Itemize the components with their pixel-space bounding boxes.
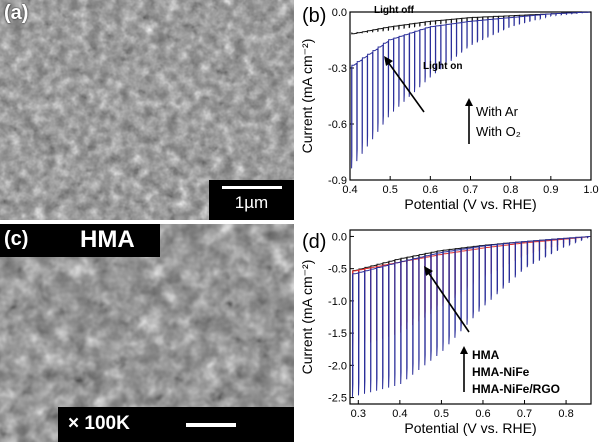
scale-bar-line-c — [186, 423, 236, 427]
y-tick-label: -1.5 — [328, 328, 347, 340]
x-tick-label: 0.6 — [475, 408, 490, 420]
scale-bar-line — [222, 186, 282, 189]
x-tick-label: 0.7 — [517, 408, 532, 420]
arrow-head-d — [424, 266, 433, 276]
y-tick-label: -0.6 — [328, 119, 347, 131]
annotation-light-off: Light off — [374, 5, 415, 16]
x-tick-label: 0.7 — [463, 184, 478, 196]
sem-image-a: (a) 1µm — [0, 0, 294, 220]
legend-entry: HMA — [472, 348, 500, 362]
sem-texture-c — [0, 224, 294, 442]
series-line-with-o- — [351, 11, 590, 169]
arrow-line-d — [427, 271, 470, 333]
y-tick-label: -0.5 — [328, 264, 347, 276]
series-line-hma-nife-rgo — [352, 236, 591, 397]
x-tick-label: 0.3 — [351, 408, 366, 420]
x-tick-label: 1.0 — [583, 184, 598, 196]
annotation-light-on: Light on — [423, 61, 462, 72]
legend-entry-with-ar: With Ar — [476, 104, 519, 119]
arrow-line-b — [387, 61, 425, 113]
plot-frame — [349, 229, 592, 405]
x-tick-label: 0.9 — [543, 184, 558, 196]
label-bar-c — [0, 224, 160, 257]
panel-label-a: (a) — [4, 2, 29, 24]
x-tick-label: 0.4 — [392, 408, 407, 420]
scale-bar-box: 1µm — [209, 180, 294, 220]
legend-entry-with-o2: With O₂ — [476, 124, 521, 139]
x-tick-label: 0.4 — [342, 184, 357, 196]
plot-frame — [349, 11, 592, 181]
legend-entry: HMA-NiFe/RGO — [472, 382, 560, 396]
y-axis-label: Current (mA cm⁻²) — [299, 39, 315, 154]
x-tick-label: 0.5 — [383, 184, 398, 196]
x-tick-label: 0.5 — [434, 408, 449, 420]
x-axis-label: Potential (V vs. RHE) — [404, 420, 536, 436]
chart-d: (d) 0.3 0.4 0.5 0.6 0.7 0.8 0.0 -0.5 -1.0 -1.5 -2.0… — [299, 229, 592, 436]
panel-label-c: (c) — [4, 228, 29, 250]
scale-bar-text: 1µm — [234, 193, 269, 212]
legend-entry: HMA-NiFe — [472, 365, 530, 379]
magnification-text: × 100K — [68, 413, 130, 434]
legend-arrow-head-d — [460, 346, 468, 354]
y-tick-label: 0.0 — [332, 231, 347, 243]
magnification-box: × 100K — [58, 407, 294, 442]
y-tick-label: -0.3 — [328, 63, 347, 75]
sem-texture-a — [0, 0, 294, 220]
x-tick-label: 0.8 — [503, 184, 518, 196]
chart-b: (b) 0.4 0.5 0.6 0.7 0.8 0.9 1.0 0.0 -0.3 -0.6 -0.9 P… — [299, 5, 599, 212]
x-tick-label: 0.8 — [558, 408, 573, 420]
panel-title-c: HMA — [80, 226, 135, 253]
y-tick-label: -2.0 — [328, 360, 347, 372]
y-tick-label: -1.0 — [328, 296, 347, 308]
y-axis-label: Current (mA cm⁻²) — [299, 260, 315, 375]
panel-label: (b) — [302, 5, 326, 27]
y-tick-label: -0.9 — [328, 175, 347, 187]
legend-arrow-head-b — [465, 98, 473, 106]
x-tick-label: 0.6 — [423, 184, 438, 196]
arrow-head-b — [384, 56, 393, 66]
sem-image-c: (c) HMA × 100K — [0, 224, 294, 442]
x-axis-label: Potential (V vs. RHE) — [404, 196, 536, 212]
panel-label: (d) — [302, 231, 326, 253]
y-tick-label: -2.5 — [328, 393, 347, 405]
y-tick-label: 0.0 — [332, 7, 347, 19]
